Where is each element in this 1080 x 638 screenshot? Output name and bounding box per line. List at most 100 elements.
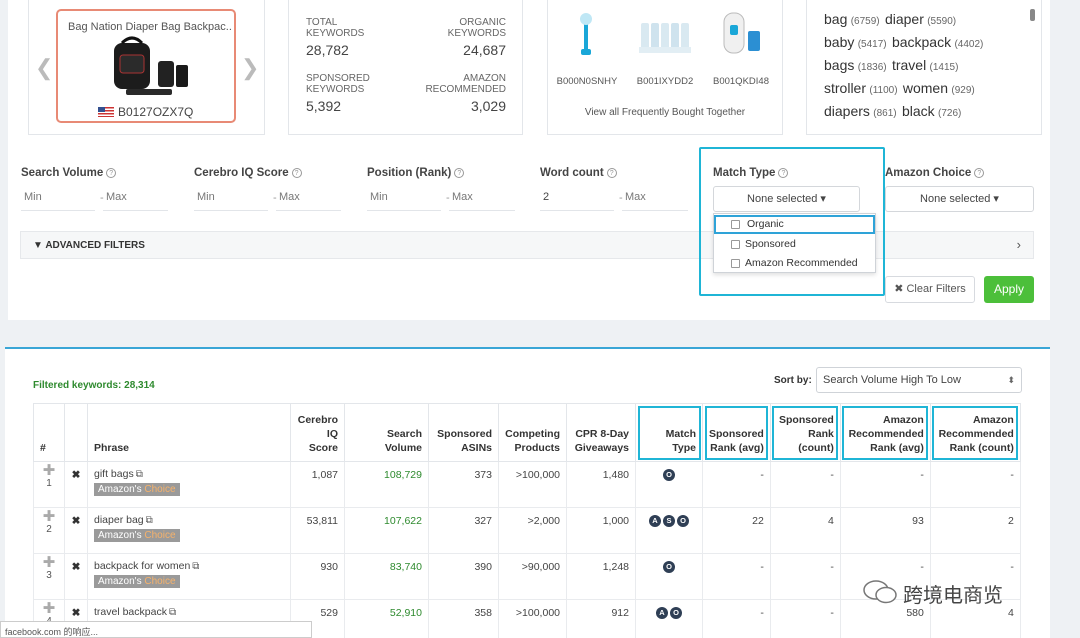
watermark: 跨境电商览 [858, 575, 1058, 609]
cloud-word[interactable]: diaper [884, 11, 924, 27]
product-tile[interactable]: Bag Nation Diaper Bag Backpac... B0127OZ… [56, 9, 236, 123]
external-link-icon[interactable]: ⧉ [168, 607, 177, 618]
checkbox-icon[interactable] [731, 259, 740, 268]
search-volume-min-input[interactable]: Min [21, 186, 95, 211]
cloud-word[interactable]: bags [824, 57, 855, 73]
keyword-phrase[interactable]: diaper bag [94, 514, 144, 526]
search-volume-cell: 83,740 [344, 553, 429, 600]
match-type-o-icon: O [677, 515, 689, 527]
amazon-choice-dropdown[interactable]: None selected ▾ [885, 186, 1034, 212]
cloud-word[interactable]: backpack [891, 34, 952, 50]
external-link-icon[interactable]: ⧉ [192, 561, 200, 572]
match-option-sponsored[interactable]: Sponsored [714, 235, 875, 254]
position-max-input[interactable]: Max [449, 186, 515, 211]
amazons-choice-badge: Amazon's Choice [94, 483, 180, 496]
cerebro-max-input[interactable]: Max [276, 186, 341, 211]
total-keywords-value: 28,782 [306, 42, 349, 58]
col-amazon-rank-avg[interactable]: Amazon Recommended Rank (avg) [839, 403, 931, 462]
add-keyword-icon[interactable]: ✚ [42, 462, 56, 479]
sponsored-rank-count-cell: - [769, 599, 841, 638]
row-number: 2 [46, 524, 52, 535]
fbt-item[interactable]: B001IXYDD2 [630, 9, 700, 87]
cloud-word[interactable]: baby [824, 34, 855, 50]
match-type-o-icon: O [663, 561, 675, 573]
next-arrow-icon[interactable]: ❯ [241, 55, 260, 80]
watermark-text: 跨境电商览 [903, 583, 1003, 607]
match-type-dropdown[interactable]: None selected ▾ [713, 186, 860, 212]
cerebro-iq-cell: 930 [290, 553, 345, 600]
col-phrase[interactable]: Phrase [87, 403, 291, 462]
match-option-amazon-recommended[interactable]: Amazon Recommended [714, 254, 875, 273]
prev-arrow-icon[interactable]: ❮ [35, 55, 54, 80]
remove-keyword-icon[interactable]: ✖ [64, 507, 88, 554]
sponsored-keywords-value: 5,392 [306, 98, 342, 114]
frequently-bought-card: B000N0SNHY B001IXYDD2 B001QKDI48 View al… [547, 0, 783, 135]
col-match-type[interactable]: Match Type [635, 403, 703, 462]
help-icon[interactable]: ? [778, 168, 789, 178]
external-link-icon[interactable]: ⧉ [145, 515, 153, 526]
select-caret-icon: ⬍ [1007, 375, 1015, 385]
match-type-a-icon: A [656, 607, 668, 619]
word-count-min-input[interactable]: 2 [540, 186, 614, 211]
amazon-rank-count-cell: 4 [929, 599, 1021, 638]
clear-filters-button[interactable]: ✖ Clear Filters [885, 276, 975, 303]
search-volume-filter-label: Search Volume? [21, 167, 117, 179]
match-type-a-icon: A [649, 515, 661, 527]
table-row[interactable]: ✚ 2 ✖ diaper bag ⧉ Amazon's Choice 53,811 107,6… [33, 507, 1021, 554]
remove-keyword-icon[interactable]: ✖ [64, 553, 88, 600]
cerebro-min-input[interactable]: Min [194, 186, 268, 211]
cloud-word[interactable]: diapers [824, 103, 870, 119]
sponsored-rank-count-cell: - [769, 461, 841, 508]
add-keyword-icon[interactable]: ✚ [42, 508, 56, 525]
col-cerebro-iq[interactable]: Cerebro IQ Score [290, 403, 345, 462]
word-cloud-card: bag (6759) diaper (5590) baby (5417) bac… [806, 0, 1042, 135]
add-keyword-icon[interactable]: ✚ [42, 554, 56, 571]
col-index[interactable]: # [33, 403, 65, 462]
match-option-organic[interactable]: Organic [714, 215, 875, 234]
remove-keyword-icon[interactable]: ✖ [64, 461, 88, 508]
apply-button[interactable]: Apply [984, 276, 1034, 303]
help-icon[interactable]: ? [106, 168, 117, 178]
external-link-icon[interactable]: ⧉ [135, 469, 143, 480]
checkbox-icon[interactable] [731, 240, 740, 249]
fbt-item[interactable]: B000N0SNHY [552, 9, 622, 87]
sort-by-select[interactable]: Search Volume High To Low ⬍ [816, 367, 1022, 393]
table-row[interactable]: ✚ 1 ✖ gift bags ⧉ Amazon's Choice 1,087 108,729… [33, 461, 1021, 508]
cloud-word[interactable]: black [901, 103, 935, 119]
add-keyword-icon[interactable]: ✚ [42, 600, 56, 617]
keyword-phrase[interactable]: gift bags [94, 468, 134, 480]
cloud-word[interactable]: stroller [824, 80, 867, 96]
col-sponsored-rank-count[interactable]: Sponsored Rank (count) [769, 403, 841, 462]
amazon-choice-filter-label: Amazon Choice? [885, 167, 985, 179]
cloud-word[interactable]: travel [891, 57, 927, 73]
col-sponsored-asins[interactable]: Sponsored ASINs [428, 403, 499, 462]
word-cloud-scrollbar[interactable] [1030, 9, 1035, 21]
help-icon[interactable]: ? [454, 168, 465, 178]
col-amazon-rank-count[interactable]: Amazon Recommended Rank (count) [929, 403, 1021, 462]
col-cpr-giveaways[interactable]: CPR 8-Day Giveaways [566, 403, 636, 462]
col-search-volume[interactable]: Search Volume [344, 403, 429, 462]
help-icon[interactable]: ? [974, 168, 985, 178]
word-count-max-input[interactable]: Max [622, 186, 688, 211]
dispenser-image [723, 12, 760, 54]
position-filter-label: Position (Rank)? [367, 167, 465, 179]
cloud-count: (726) [938, 108, 962, 119]
col-competing-products[interactable]: Competing Products [498, 403, 567, 462]
cerebro-filter-label: Cerebro IQ Score? [194, 167, 302, 179]
view-all-fbt-link[interactable]: View all Frequently Bought Together [584, 107, 746, 118]
search-volume-max-input[interactable]: Max [103, 186, 168, 211]
help-icon[interactable]: ? [291, 168, 302, 178]
help-icon[interactable]: ? [606, 168, 617, 178]
keyword-phrase[interactable]: backpack for women [94, 560, 191, 572]
fbt-item[interactable]: B001QKDI48 [706, 9, 776, 87]
keywords-table: # Phrase Cerebro IQ Score Search Volume … [33, 403, 1021, 638]
keyword-phrase[interactable]: travel backpack [94, 606, 167, 618]
search-volume-cell: 108,729 [344, 461, 429, 508]
position-min-input[interactable]: Min [367, 186, 441, 211]
cloud-word[interactable]: women [902, 80, 949, 96]
cloud-count: (4402) [954, 39, 984, 50]
cloud-word[interactable]: bag [824, 11, 848, 27]
checkbox-icon[interactable] [731, 220, 740, 229]
col-sponsored-rank-avg[interactable]: Sponsored Rank (avg) [702, 403, 771, 462]
